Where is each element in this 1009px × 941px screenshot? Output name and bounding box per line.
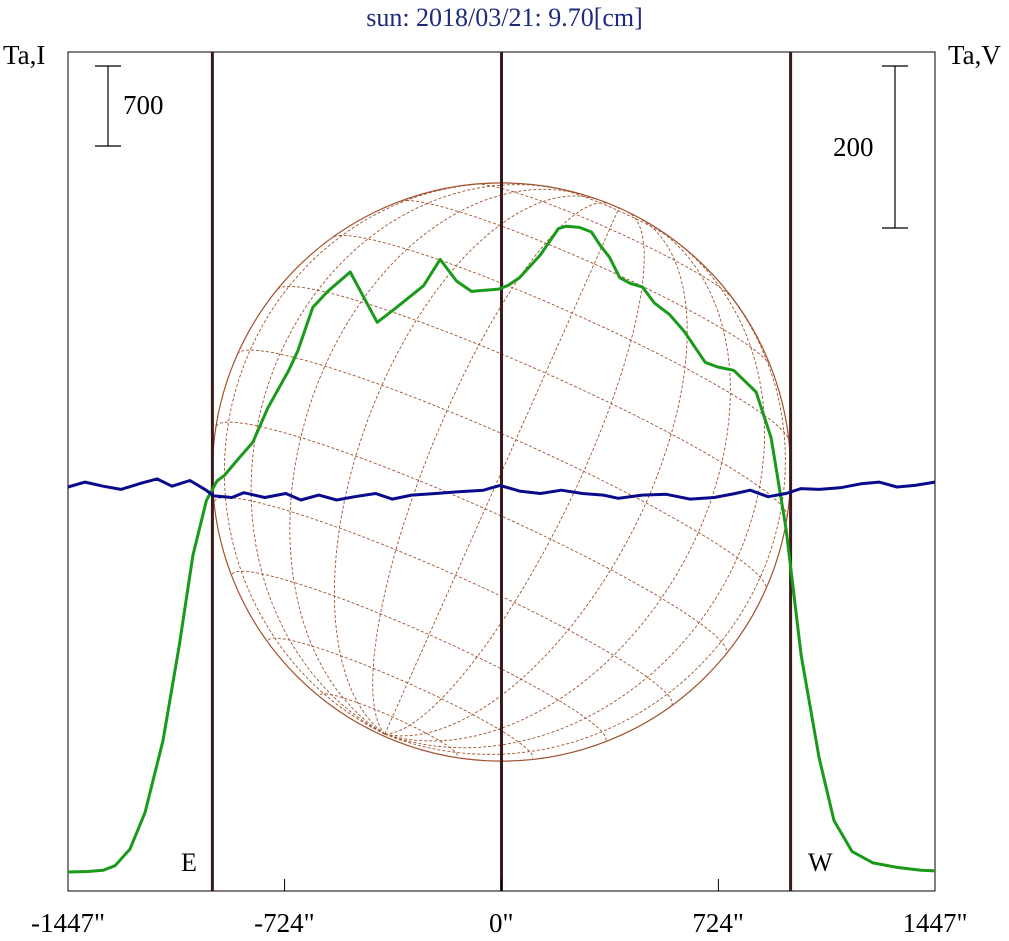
meridian-line	[384, 207, 620, 735]
scale-bar-V	[882, 65, 908, 229]
x-ticks	[67, 879, 936, 891]
scale-bar-I-label: 700	[123, 90, 164, 120]
scale-bar-V-label: 200	[833, 132, 874, 162]
meridian-line	[384, 227, 731, 742]
parallel-line	[277, 285, 788, 517]
meridian-line	[384, 285, 786, 755]
west-limb-label: W	[808, 848, 833, 877]
right-axis-label: Ta,V	[948, 40, 1001, 70]
meridian-line	[384, 212, 645, 735]
chart-title: sun: 2018/03/21: 9.70[cm]	[366, 3, 643, 32]
parallel-line	[237, 349, 767, 590]
meridian-line	[333, 195, 599, 735]
x-tick-label: -1447"	[31, 908, 106, 938]
parallel-line	[476, 183, 733, 298]
x-tick-label: -724"	[254, 908, 315, 938]
meridian-line	[289, 188, 579, 735]
parallel-line	[333, 234, 790, 440]
parallel-line	[556, 187, 676, 242]
east-limb-label: E	[181, 848, 197, 877]
meridian-line	[372, 202, 609, 735]
x-tick-label: 1447"	[902, 908, 968, 938]
parallel-line	[215, 421, 728, 654]
data-series	[67, 224, 936, 874]
parallel-line	[268, 637, 534, 758]
x-tick-label: 724"	[692, 908, 744, 938]
scale-bar-I	[95, 65, 121, 147]
parallel-line	[214, 497, 673, 705]
parallel-line	[401, 199, 771, 366]
limb-lines	[210, 52, 793, 891]
left-axis-label: Ta,I	[3, 40, 46, 70]
x-tick-label: 0"	[489, 908, 514, 938]
stokes-I-curve	[67, 224, 936, 874]
stokes-V-curve	[67, 477, 936, 502]
scale-bars	[95, 65, 908, 229]
parallel-line	[320, 693, 458, 756]
meridian-line	[223, 182, 492, 735]
meridian-line	[384, 217, 688, 737]
parallel-line	[231, 570, 607, 741]
